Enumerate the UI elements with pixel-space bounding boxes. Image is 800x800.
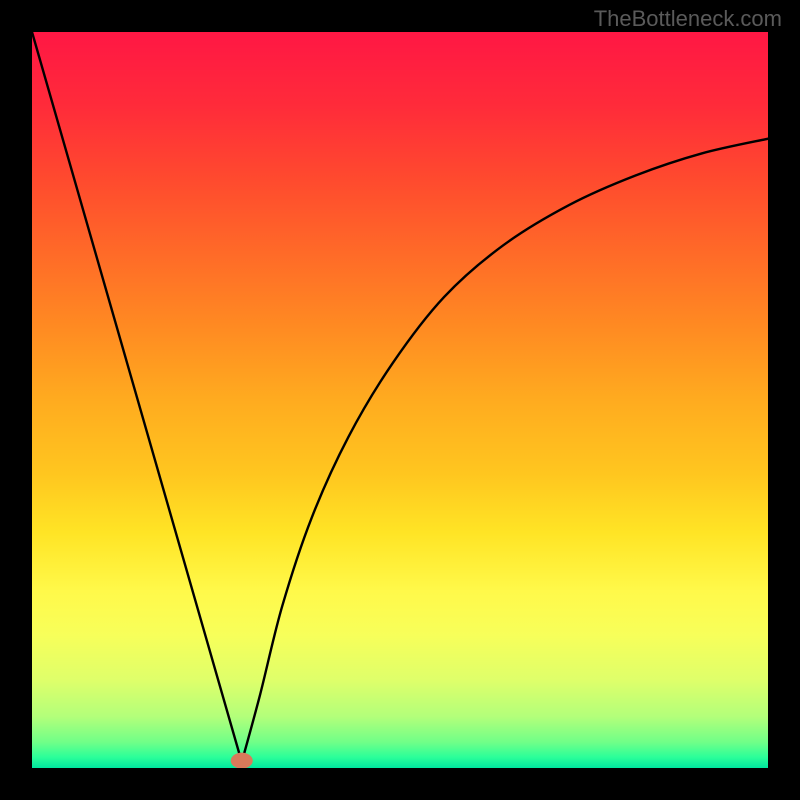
watermark-text: TheBottleneck.com bbox=[594, 6, 782, 32]
chart-svg bbox=[32, 32, 768, 768]
chart-background bbox=[32, 32, 768, 768]
optimum-marker bbox=[231, 753, 253, 768]
chart-plot-area bbox=[32, 32, 768, 768]
